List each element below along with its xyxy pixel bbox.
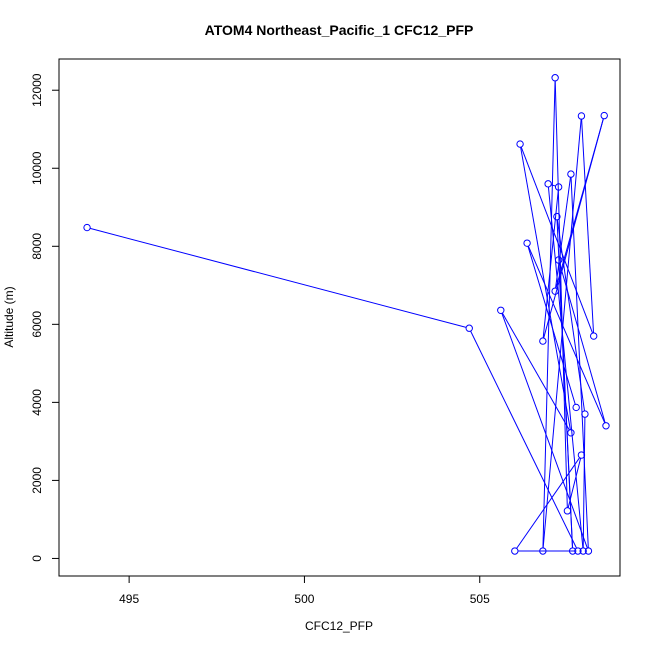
plot-series [83, 74, 610, 555]
data-point [83, 223, 91, 232]
y-tick-label: 0 [30, 555, 44, 562]
series-segment [555, 177, 571, 289]
data-point [567, 429, 575, 437]
data-point [539, 547, 547, 555]
data-point [465, 324, 473, 332]
data-point [574, 547, 582, 555]
data-point [568, 547, 577, 555]
x-tick-label: 495 [119, 592, 139, 606]
series-segment [527, 246, 576, 405]
data-point [577, 451, 586, 459]
data-point [551, 287, 559, 295]
series-segment [581, 119, 595, 333]
data-point [602, 422, 610, 430]
y-tick-label: 8000 [30, 233, 44, 260]
data-point [563, 507, 572, 515]
data-point [497, 306, 505, 314]
series-segment [542, 80, 556, 548]
data-point [554, 183, 563, 191]
x-tick-label: 500 [294, 592, 314, 606]
series-segment [547, 186, 584, 548]
series-segment [542, 190, 559, 338]
y-tick-label: 12000 [30, 73, 44, 107]
series-segment [501, 312, 570, 431]
data-point [511, 547, 519, 555]
data-point [581, 410, 589, 418]
y-tick-label: 10000 [30, 151, 44, 185]
series-segment [559, 262, 606, 423]
data-point [584, 547, 593, 555]
plot-frame [58, 58, 621, 577]
data-point [553, 212, 561, 221]
series-segment [527, 245, 606, 424]
data-point [577, 112, 586, 120]
chart-title: ATOM4 Northeast_Pacific_1 CFC12_PFP [205, 22, 474, 38]
data-point [590, 332, 598, 340]
y-axis-label: Altitude (m) [2, 286, 16, 347]
y-axis: 0 2000 4000 6000 8000 10000 12000 [30, 73, 60, 562]
series-segment [520, 147, 571, 430]
data-point [523, 239, 531, 247]
data-point [554, 256, 563, 264]
series-segment [554, 80, 568, 508]
x-tick-label: 505 [470, 592, 490, 606]
data-point [600, 111, 608, 120]
series-segment [558, 263, 574, 548]
data-point [572, 403, 580, 412]
series-segment [543, 118, 604, 339]
y-tick-label: 6000 [30, 311, 44, 338]
series-segment [470, 330, 577, 549]
data-point [551, 74, 559, 82]
series-segment [90, 227, 467, 328]
series-segment [582, 417, 586, 548]
y-tick-label: 2000 [30, 467, 44, 494]
data-point [539, 337, 547, 345]
series-segment [551, 184, 556, 187]
x-axis-label: CFC12_PFP [305, 619, 373, 633]
y-tick-label: 4000 [30, 389, 44, 416]
series-segment [520, 146, 594, 334]
data-point [567, 170, 575, 178]
data-point [544, 180, 552, 188]
data-point [516, 140, 524, 148]
series-segment [570, 177, 589, 548]
series-segment [501, 313, 588, 549]
series-segment [556, 219, 585, 411]
data-point [579, 547, 587, 555]
